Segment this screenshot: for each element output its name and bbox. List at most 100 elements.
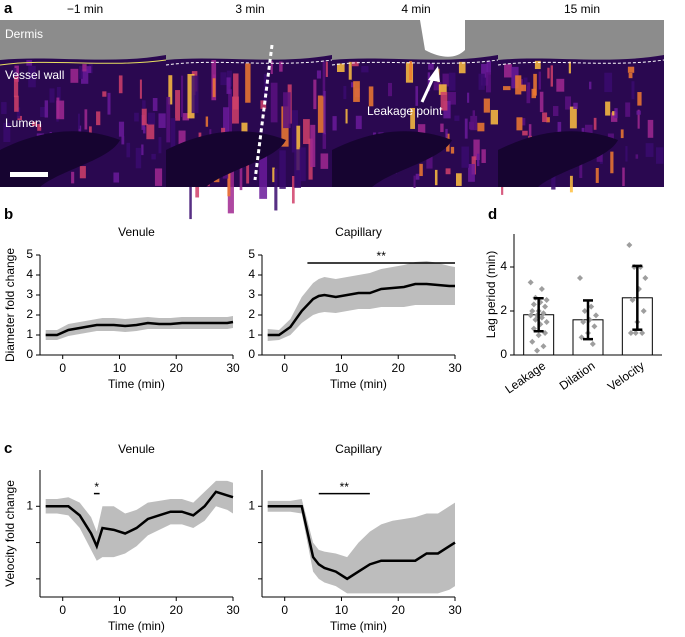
image-texture [28, 65, 36, 88]
image-texture [415, 173, 420, 180]
dermis-region [166, 20, 332, 60]
image-panel: Dermis Vessel wall Lumen Leakage point [0, 20, 685, 220]
image-texture [605, 101, 611, 116]
image-texture [279, 150, 286, 189]
image-texture [522, 130, 528, 136]
data-point [538, 314, 545, 321]
significance-label: ** [340, 480, 350, 494]
image-texture [226, 77, 231, 94]
y-tick-label: 2 [500, 303, 507, 317]
data-point [629, 297, 636, 303]
y-tick-label: 1 [248, 498, 255, 512]
image-texture [182, 113, 190, 121]
image-texture [415, 86, 419, 106]
image-texture [279, 61, 283, 72]
image-texture [351, 61, 359, 67]
x-tick-label: 20 [392, 361, 406, 375]
significance-label: ** [377, 249, 387, 263]
x-tick-label: 30 [448, 361, 462, 375]
image-texture [322, 60, 326, 97]
image-texture [296, 125, 301, 171]
image-texture [526, 82, 531, 104]
image-texture [16, 107, 21, 119]
mean-line [45, 320, 234, 337]
x-tick-label: 0 [59, 361, 66, 375]
y-tick-label: 2 [26, 307, 33, 321]
x-axis-label: Time (min) [330, 619, 387, 633]
image-texture [259, 150, 268, 199]
image-texture [84, 109, 88, 130]
image-texture [332, 116, 337, 131]
image-texture [158, 113, 166, 128]
image-texture [521, 118, 526, 126]
data-point [530, 301, 537, 308]
data-point [538, 286, 545, 292]
image-texture [152, 98, 158, 111]
image-texture [622, 167, 625, 187]
image-texture [168, 75, 173, 105]
image-texture [490, 109, 499, 125]
image-texture [521, 84, 527, 92]
image-texture [37, 124, 42, 131]
data-point [626, 242, 633, 248]
image-texture [546, 117, 550, 123]
data-point [542, 303, 549, 310]
x-tick-label: 30 [226, 603, 240, 617]
image-texture [274, 168, 278, 211]
image-texture [32, 121, 36, 127]
image-texture [478, 73, 485, 90]
image-texture [166, 96, 171, 143]
vessel-outline [331, 59, 499, 66]
image-texture [472, 110, 476, 117]
image-texture [175, 90, 181, 121]
image-texture [528, 124, 532, 140]
image-texture [458, 61, 466, 74]
y-tick-label: 3 [26, 287, 33, 301]
image-texture [556, 78, 565, 92]
image-texture [49, 88, 55, 103]
image-texture [595, 167, 599, 183]
significance-label: * [94, 480, 99, 494]
data-point [543, 319, 550, 325]
image-texture [126, 142, 131, 158]
image-annotation: Lumen [5, 116, 42, 130]
image-texture [454, 115, 460, 121]
image-texture [547, 67, 550, 79]
image-texture [504, 64, 512, 78]
image-texture [427, 72, 431, 92]
image-texture [121, 136, 125, 145]
image-texture [568, 61, 571, 74]
image-texture [637, 109, 640, 129]
panel-label: a [4, 0, 13, 17]
image-texture [299, 147, 306, 182]
image-texture [151, 153, 156, 160]
image-texture [569, 175, 573, 193]
y-tick-label: 4 [26, 267, 33, 281]
image-texture [368, 86, 374, 107]
image-texture [325, 61, 328, 77]
x-tick-label: Dilation [557, 359, 598, 393]
image-texture [511, 66, 519, 89]
x-tick-label: 10 [335, 603, 349, 617]
y-tick-label: 3 [248, 287, 255, 301]
image-texture [1, 102, 7, 115]
image-texture [445, 168, 451, 175]
image-texture [158, 137, 162, 154]
y-tick-label: 0 [248, 347, 255, 361]
x-tick-label: 10 [113, 361, 127, 375]
image-texture [56, 86, 61, 106]
image-texture [313, 79, 317, 110]
image-texture [410, 107, 416, 129]
image-texture [143, 126, 146, 134]
x-tick-label: 30 [448, 603, 462, 617]
data-point [534, 347, 541, 354]
image-texture [294, 149, 302, 188]
panel-label: c [4, 440, 12, 457]
chart-title: Venule [118, 225, 155, 239]
image-texture [317, 95, 326, 133]
dermis-region [0, 20, 166, 60]
image-texture [515, 75, 522, 95]
image-texture [477, 122, 485, 132]
image-texture [610, 151, 614, 174]
image-texture [322, 132, 327, 149]
